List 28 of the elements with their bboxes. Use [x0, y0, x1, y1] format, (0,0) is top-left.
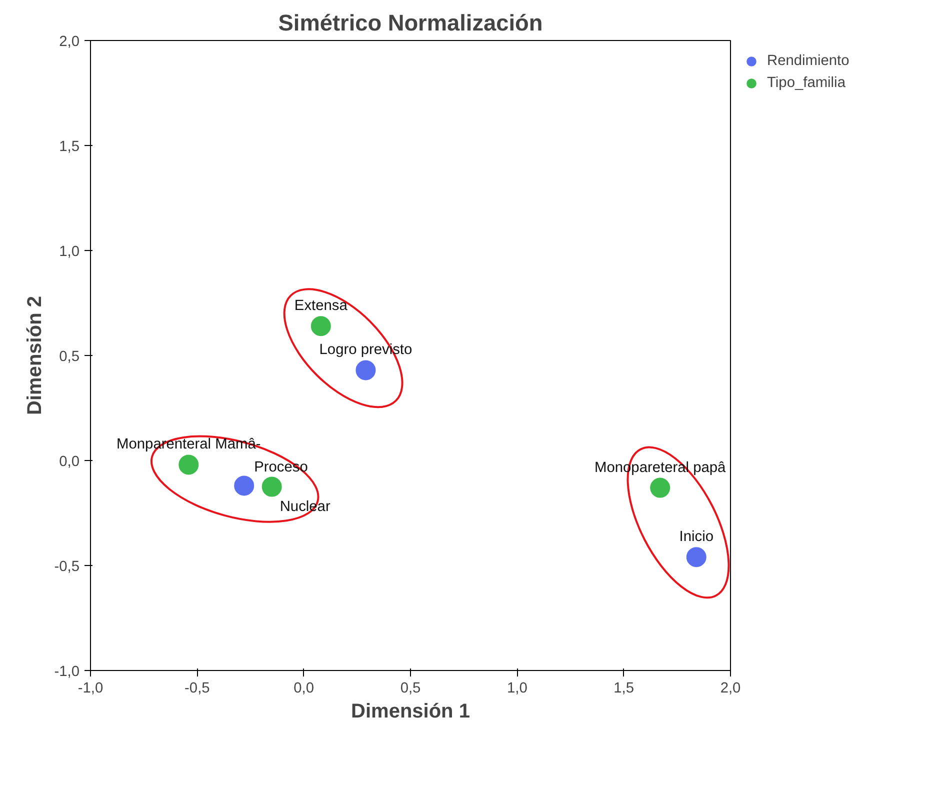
annotation: Extensa [294, 298, 348, 314]
point [356, 360, 376, 380]
x-tick-label: 1,0 [506, 680, 528, 696]
point [262, 476, 282, 497]
point [234, 476, 254, 496]
point [650, 478, 670, 498]
y-tick-label: 0,5 [59, 349, 80, 365]
point [310, 316, 331, 336]
x-tick-label: 0,5 [400, 680, 421, 696]
legend-label: Rendimiento [767, 53, 850, 69]
y-axis-title: Dimensión 2 [24, 296, 46, 415]
x-tick-label: -1,0 [78, 680, 104, 696]
y-tick-label: 1,0 [59, 244, 80, 260]
point [178, 454, 199, 475]
x-tick-label: -0,5 [184, 680, 210, 696]
y-tick-label: 0,0 [59, 454, 80, 470]
y-tick-label: -1,0 [54, 664, 80, 680]
y-tick-label: -0,5 [54, 559, 80, 575]
chart-title: Simétrico Normalización [278, 10, 543, 36]
x-axis-title: Dimensión 1 [351, 700, 470, 722]
y-tick-label: 1,5 [59, 139, 80, 155]
x-tick-label: 2,0 [720, 680, 741, 696]
legend-label: Tipo_familia [767, 75, 846, 91]
y-tick-label: 2,0 [59, 34, 80, 50]
point [686, 547, 706, 568]
x-tick-label: 1,5 [614, 680, 634, 696]
x-tick-label: 0,0 [294, 680, 314, 696]
annotation: Inicio [679, 529, 714, 546]
